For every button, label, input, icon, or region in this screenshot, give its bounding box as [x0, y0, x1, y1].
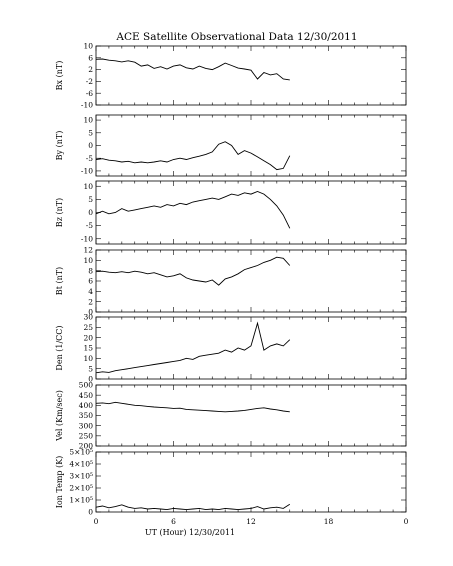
panel-frame	[95, 45, 407, 106]
y-tick-label: 3×10⁵	[69, 472, 93, 481]
panel-frame	[95, 249, 407, 313]
y-axis-label: Bx (nT)	[55, 61, 64, 91]
series-line	[95, 321, 291, 374]
y-tick-label: 5×10⁵	[69, 448, 93, 457]
y-tick-label: 5	[88, 364, 93, 373]
y-tick-label: 4	[88, 287, 93, 296]
y-tick-label: -10	[81, 234, 93, 243]
x-tick-label: 18	[324, 517, 334, 526]
y-tick-label: 0	[88, 508, 93, 517]
series-line	[95, 503, 291, 511]
series-line	[95, 58, 290, 81]
y-tick-label: -2	[86, 77, 94, 86]
y-tick-label: 6	[88, 277, 93, 286]
y-axis-label: Ion Temp (K)	[55, 456, 64, 509]
y-tick-label: 5	[88, 195, 93, 204]
y-tick-label: -6	[86, 89, 94, 98]
y-axis-label: Vel (Km/sec)	[55, 390, 64, 442]
y-tick-label: -10	[81, 101, 93, 110]
y-axis-label: By (nT)	[55, 131, 64, 161]
y-tick-label: 400	[79, 401, 94, 410]
y-tick-label: 0	[88, 375, 93, 384]
y-tick-label: 4×10⁵	[69, 460, 93, 469]
y-tick-label: 350	[79, 411, 94, 420]
y-tick-label: 250	[79, 431, 94, 440]
y-tick-label: -5	[86, 221, 94, 230]
y-tick-label: 10	[83, 42, 93, 51]
y-axis-label: Bt (nT)	[55, 267, 64, 295]
y-tick-label: 500	[79, 381, 94, 390]
y-tick-label: 10	[83, 116, 93, 125]
y-tick-label: 300	[79, 421, 94, 430]
y-tick-label: 200	[79, 442, 94, 451]
x-tick-label: 6	[171, 517, 176, 526]
y-tick-label: 5	[88, 128, 93, 137]
y-tick-label: 10	[83, 354, 93, 363]
x-tick-label: 0	[94, 517, 99, 526]
panel-frame	[95, 384, 407, 447]
panel-frame	[95, 180, 407, 245]
y-tick-label: 0	[88, 308, 93, 317]
figure-title: ACE Satellite Observational Data 12/30/2…	[115, 31, 357, 43]
x-axis-label: UT (Hour) 12/30/2011	[145, 528, 235, 537]
y-tick-label: -10	[81, 167, 93, 176]
y-tick-label: 10	[83, 182, 93, 191]
series-line	[95, 141, 291, 171]
y-tick-label: 20	[83, 333, 93, 342]
series-line	[95, 401, 290, 413]
y-tick-label: 2×10⁵	[69, 484, 93, 493]
y-axis-label: Bz (nT)	[55, 198, 64, 227]
x-tick-label: 12	[246, 517, 256, 526]
y-tick-label: 2	[88, 297, 93, 306]
panel-frame	[95, 316, 407, 380]
panel-frame	[95, 451, 407, 513]
y-tick-label: 30	[83, 313, 93, 322]
panel-frame	[95, 114, 407, 177]
y-tick-label: 12	[83, 246, 93, 255]
series-line	[95, 256, 291, 286]
y-tick-label: 10	[83, 256, 93, 265]
y-axis-label: Den (1/CC)	[55, 325, 64, 370]
y-tick-label: 15	[83, 344, 93, 353]
y-tick-label: 8	[88, 266, 93, 275]
y-tick-label: 2	[88, 65, 93, 74]
y-tick-label: 25	[83, 323, 93, 332]
y-tick-label: 0	[88, 208, 93, 217]
y-tick-label: 450	[79, 391, 94, 400]
y-tick-label: 6	[88, 53, 93, 62]
x-tick-label: 0	[404, 517, 409, 526]
y-tick-label: 1×10⁵	[69, 496, 93, 505]
y-tick-label: 0	[88, 141, 93, 150]
y-tick-label: -5	[86, 154, 94, 163]
series-line	[95, 191, 291, 229]
